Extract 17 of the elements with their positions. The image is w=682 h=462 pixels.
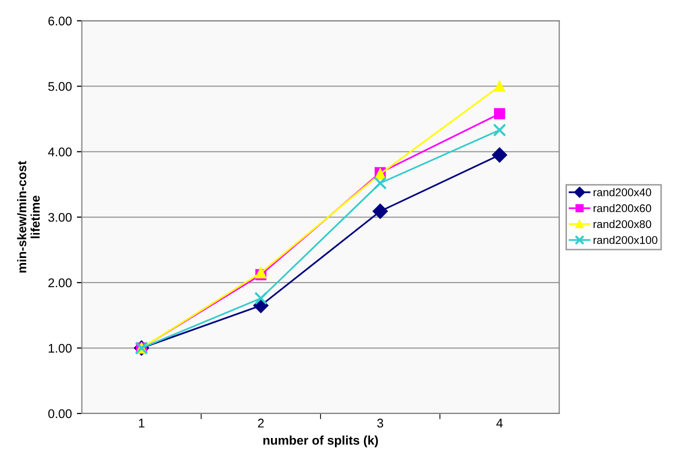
y-tick-label: 6.00 (48, 16, 72, 26)
y-tick-label: 1.00 (48, 344, 72, 353)
legend-label: rand200x100 (594, 236, 658, 244)
x-tick-label: 2 (258, 418, 264, 428)
y-axis-title: min-skew/min-cost lifetime (17, 161, 40, 273)
x-tick-label: 4 (496, 418, 503, 428)
legend-label: rand200x60 (594, 204, 652, 212)
x-axis-title: number of splits (k) (263, 436, 378, 448)
x-tick-label: 3 (377, 418, 384, 428)
legend-label: rand200x80 (594, 220, 652, 228)
legend-label: rand200x40 (594, 188, 652, 196)
y-tick-label: 3.00 (48, 212, 72, 222)
y-tick-label: 0.00 (48, 409, 72, 418)
y-tick-label: 2.00 (48, 278, 72, 288)
y-tick-label: 4.00 (48, 147, 72, 156)
x-tick-label: 1 (138, 418, 144, 428)
y-tick-label: 5.00 (48, 82, 72, 91)
